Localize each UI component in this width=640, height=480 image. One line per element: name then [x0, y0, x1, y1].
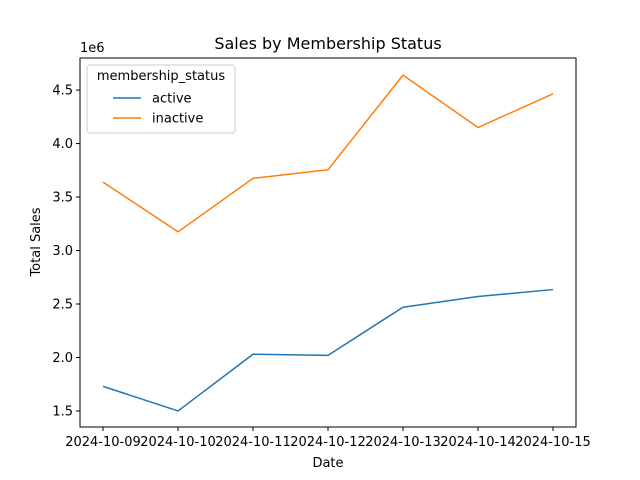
- chart-title: Sales by Membership Status: [214, 34, 441, 53]
- series-line-inactive: [102, 74, 554, 233]
- x-tick-label: 2024-10-09: [65, 435, 141, 450]
- legend-label-active: active: [152, 92, 192, 107]
- y-tick-label: 4.0: [52, 137, 73, 152]
- legend-frame: [86, 64, 236, 134]
- legend-entries: active inactive: [113, 92, 203, 127]
- x-tick-label: 2024-10-11: [215, 435, 291, 450]
- x-tick-label: 2024-10-13: [365, 435, 441, 450]
- x-tick-label: 2024-10-10: [140, 435, 216, 450]
- y-axis-ticks: 1.5 2.0 2.5 3.0 3.5 4.0 4.5: [52, 84, 80, 419]
- legend-label-inactive: inactive: [152, 112, 203, 127]
- y-tick-label: 1.5: [52, 404, 73, 419]
- x-axis-ticks: 2024-10-09 2024-10-10 2024-10-11 2024-10-12…: [65, 427, 591, 450]
- legend-title: membership_status: [97, 69, 225, 84]
- legend: membership_status active inactive: [86, 64, 236, 134]
- y-axis-title: Total Sales: [29, 207, 44, 277]
- y-tick-label: 2.5: [52, 298, 73, 313]
- y-multiplier-label: 1e6: [80, 41, 105, 56]
- series-layer: [102, 74, 554, 412]
- y-tick-label: 2.0: [52, 351, 73, 366]
- y-tick-label: 3.5: [52, 191, 73, 206]
- series-line-active: [102, 288, 554, 412]
- x-tick-label: 2024-10-15: [515, 435, 591, 450]
- x-axis-title: Date: [312, 456, 343, 471]
- x-tick-label: 2024-10-14: [440, 435, 516, 450]
- y-tick-label: 4.5: [52, 84, 73, 99]
- y-tick-label: 3.0: [52, 244, 73, 259]
- x-tick-label: 2024-10-12: [290, 435, 366, 450]
